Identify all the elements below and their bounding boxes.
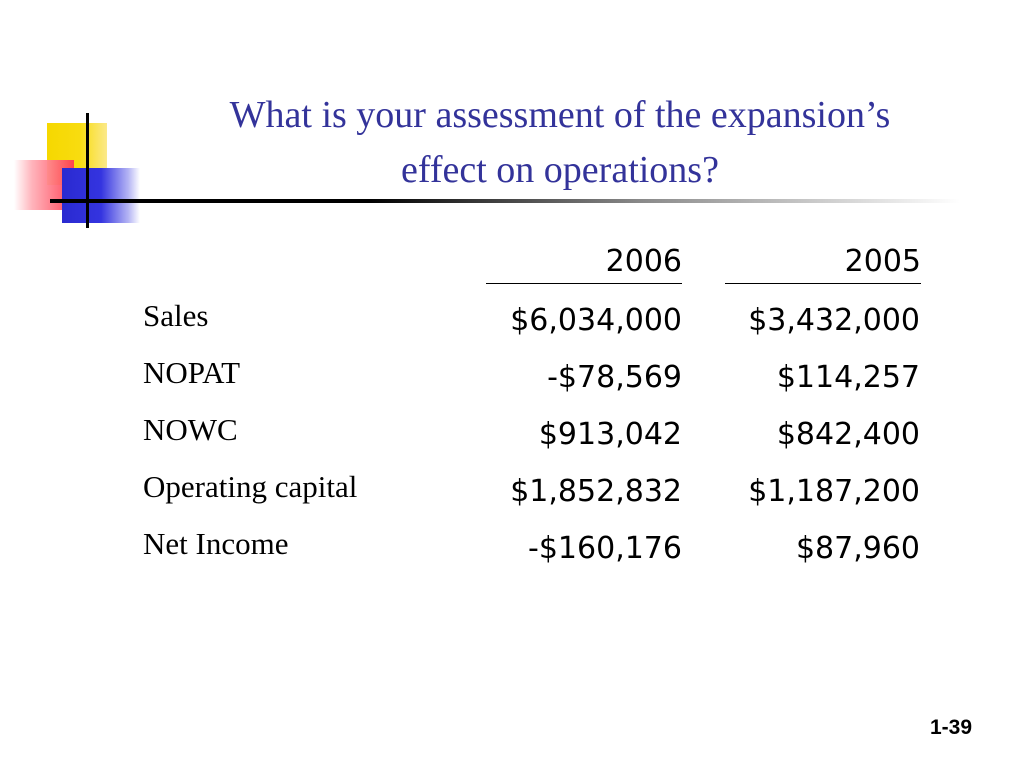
page-number: 1-39 [929,716,972,739]
row-label: Net Income [143,526,289,561]
slide-title: What is your assessment of the expansion… [150,88,970,198]
table-row-nopat: NOPAT -$78,569 $114,257 [0,353,1024,410]
cell-2006: -$160,176 [528,531,682,566]
blue-square-shape [62,168,140,223]
column-header-2005: 2005 [725,240,921,284]
corner-logo [0,0,1024,240]
cell-2005: $114,257 [776,360,920,395]
row-label: Sales [143,298,209,333]
table-row-nowc: NOWC $913,042 $842,400 [0,410,1024,467]
table-row-sales: Sales $6,034,000 $3,432,000 [0,296,1024,353]
cell-2006: -$78,569 [547,360,682,395]
slide-title-line-2: effect on operations? [401,149,719,191]
row-label: NOPAT [143,355,241,390]
slide-title-line-1: What is your assessment of the expansion… [229,94,891,136]
table-row-net-income: Net Income -$160,176 $87,960 [0,524,1024,581]
row-label: NOWC [143,412,238,447]
row-label: Operating capital [143,469,358,504]
cell-2005: $842,400 [776,417,920,452]
cell-2005: $1,187,200 [748,474,920,509]
title-underline-rule [50,199,960,203]
vertical-rule [86,113,89,228]
column-header-2006: 2006 [486,240,682,284]
cell-2006: $1,852,832 [510,474,682,509]
cell-2006: $913,042 [538,417,682,452]
cell-2005: $3,432,000 [748,303,920,338]
cell-2005: $87,960 [795,531,920,566]
table-row-operating-capital: Operating capital $1,852,832 $1,187,200 [0,467,1024,524]
cell-2006: $6,034,000 [510,303,682,338]
